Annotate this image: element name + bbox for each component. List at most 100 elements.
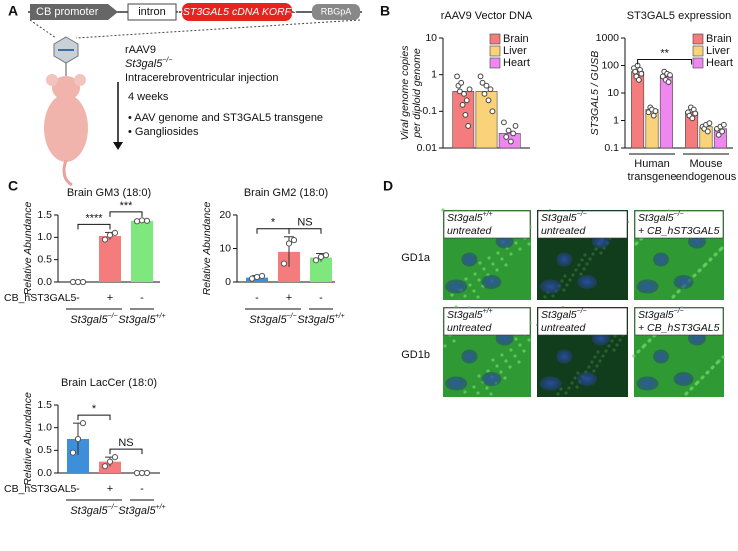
- significance-label: NS: [297, 217, 312, 229]
- nucleus: [673, 275, 694, 289]
- chart-title: Brain LacCer (18:0): [61, 377, 157, 389]
- genotype-superscript: −/−: [577, 308, 587, 315]
- genotype-label: St3gal5+/+: [447, 308, 493, 320]
- data-point: [458, 79, 465, 86]
- data-point: [280, 260, 288, 267]
- data-point: [79, 420, 87, 427]
- bar: [131, 220, 153, 282]
- promoter-arrow: [30, 4, 118, 20]
- data-point: [510, 130, 517, 137]
- y-tick-label: 10: [607, 87, 619, 99]
- data-point: [505, 127, 512, 134]
- data-point: [632, 68, 639, 75]
- arrow-head: [113, 142, 123, 150]
- caption-treatment: + CB_hST3GAL5: [638, 225, 720, 237]
- micrograph-speckle: [574, 268, 578, 272]
- y-tick-label: 10: [219, 242, 231, 254]
- caption-treatment: untreated: [447, 225, 493, 237]
- significance-bracket: [288, 228, 322, 234]
- panel-label: D: [383, 178, 393, 194]
- genotype-superscript: −/−: [674, 308, 684, 315]
- genotype-base: St3gal5: [125, 58, 163, 70]
- data-point: [635, 76, 642, 83]
- bar: [631, 71, 645, 149]
- caption-treatment: untreated: [447, 322, 493, 334]
- data-point: [479, 79, 486, 86]
- y-axis-label: per diploid genome: [411, 48, 423, 138]
- micrograph-speckle: [485, 386, 489, 390]
- data-point: [512, 123, 519, 129]
- data-point: [138, 469, 146, 477]
- data-point: [481, 90, 488, 97]
- micrograph-speckle: [495, 268, 499, 272]
- genotype-label: St3gal5+/+: [118, 504, 165, 517]
- nucleus: [481, 372, 502, 386]
- micrograph-speckle: [587, 365, 591, 369]
- data-point: [322, 252, 330, 259]
- x-tick-label: -: [319, 292, 323, 304]
- data-point: [487, 86, 494, 93]
- genotype-label: St3gal5−/−: [249, 313, 296, 326]
- data-point: [133, 218, 141, 225]
- micrograph-speckle: [582, 267, 586, 271]
- data-point: [719, 128, 726, 135]
- micrograph-speckle: [618, 338, 622, 342]
- y-tick-label: 0.0: [37, 276, 52, 288]
- panel-label: B: [380, 3, 390, 19]
- y-tick-label: 1: [613, 114, 619, 126]
- micrograph-speckle: [514, 241, 518, 245]
- x-tick-label: -: [255, 292, 259, 304]
- y-tick-label: 0: [225, 276, 231, 288]
- micrograph-speckle: [472, 289, 476, 293]
- micrograph-speckle: [443, 344, 447, 348]
- genotype-superscript: −/−: [162, 57, 172, 64]
- micrograph-speckle: [496, 251, 500, 255]
- micrograph-speckle: [607, 344, 611, 348]
- genotype-label: St3gal5−/−: [70, 313, 117, 326]
- data-point: [462, 111, 469, 118]
- nucleus: [653, 349, 669, 364]
- genotype-superscript: −/−: [287, 313, 297, 320]
- micrograph-speckle: [477, 374, 481, 378]
- nucleus: [636, 279, 659, 294]
- data-point: [720, 121, 727, 128]
- data-point: [133, 469, 141, 477]
- bar: [475, 91, 498, 149]
- y-tick-label: 1.0: [37, 231, 52, 243]
- micrograph-speckle: [509, 348, 513, 352]
- micrograph-speckle: [504, 263, 508, 267]
- micrograph-speckle: [593, 355, 597, 359]
- chart-title: ST3GAL5 expression: [627, 10, 732, 22]
- nucleus: [673, 372, 694, 386]
- data-point: [665, 79, 672, 85]
- micrograph-speckle: [468, 283, 472, 287]
- micrograph-speckle: [476, 391, 480, 395]
- micrograph-speckle: [477, 278, 481, 282]
- micrograph-speckle: [592, 369, 596, 373]
- micrograph-speckle: [580, 258, 584, 262]
- x-tick-label: Mouse endogenous: [676, 158, 737, 183]
- data-point: [74, 435, 82, 443]
- mouse-head: [52, 76, 80, 100]
- legend-label: Heart: [706, 57, 733, 69]
- micrograph-speckle: [610, 339, 614, 343]
- micrograph-speckle: [560, 279, 564, 283]
- micrograph-speckle: [452, 339, 456, 343]
- genotype-base: St3gal5: [118, 505, 156, 517]
- micrograph-speckle: [518, 343, 522, 347]
- micrograph-speckle: [577, 263, 581, 267]
- micrograph-speckle: [556, 392, 560, 396]
- data-point: [483, 82, 490, 89]
- cdna-label: hST3GAL5 cDNA KORF3: [177, 6, 297, 18]
- genotype-superscript: +/+: [483, 211, 493, 218]
- row-label: GD1a: [401, 252, 431, 264]
- micrograph-speckle: [676, 290, 680, 294]
- chart-title: Brain GM3 (18:0): [67, 187, 151, 199]
- data-point: [507, 138, 514, 145]
- data-point: [667, 72, 673, 78]
- significance-bracket: [109, 211, 143, 217]
- chart-title: Brain GM2 (18:0): [244, 187, 328, 199]
- cdna-box: [182, 3, 292, 21]
- micrograph-speckle: [565, 283, 569, 287]
- significance-label: *: [92, 403, 97, 415]
